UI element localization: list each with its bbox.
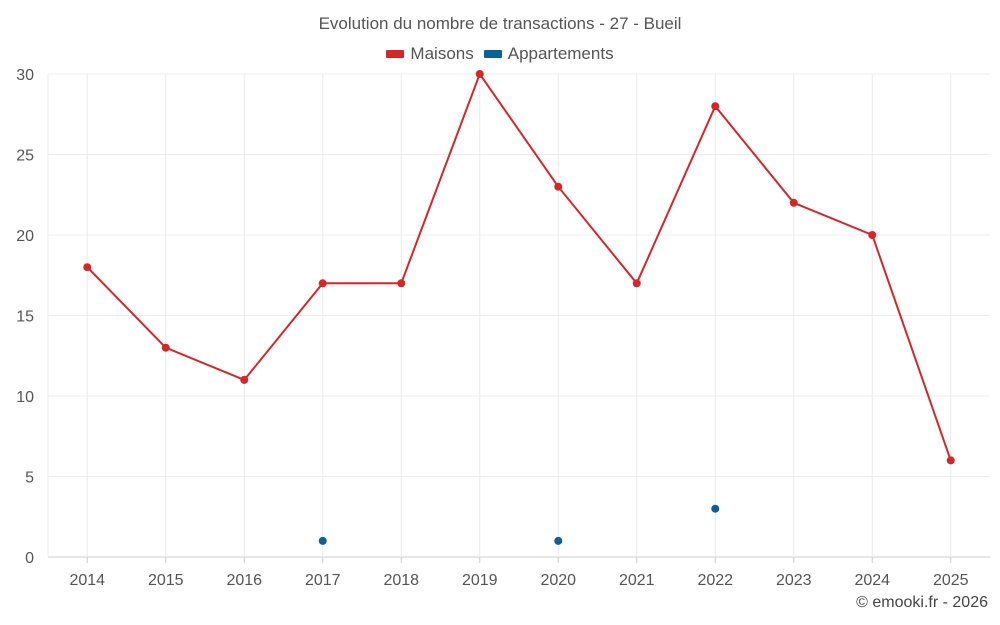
data-point-maisons	[318, 279, 327, 288]
legend-swatch-appartements	[483, 50, 502, 58]
x-tick-label: 2023	[776, 572, 812, 589]
legend-item-maisons[interactable]: Maisons	[386, 44, 474, 64]
x-tick-label: 2024	[854, 572, 890, 589]
data-point-maisons	[397, 279, 406, 288]
x-tick-label: 2020	[540, 572, 576, 589]
data-point-appartements	[554, 536, 563, 545]
chart-legend: Maisons Appartements	[0, 44, 1000, 64]
y-tick-label: 15	[16, 309, 34, 326]
y-tick-label: 20	[16, 228, 34, 245]
y-tick-label: 25	[16, 148, 34, 165]
data-point-maisons	[711, 102, 720, 111]
data-point-maisons	[83, 263, 92, 272]
y-tick-label: 10	[16, 389, 34, 406]
series-line-maisons	[86, 71, 952, 461]
data-point-maisons	[475, 70, 484, 78]
x-tick-label: 2022	[697, 572, 733, 589]
data-point-maisons	[868, 231, 877, 239]
legend-swatch-maisons	[386, 50, 405, 58]
legend-label-maisons: Maisons	[410, 44, 474, 63]
x-tick-label: 2015	[148, 572, 184, 589]
legend-label-appartements: Appartements	[507, 44, 614, 63]
data-point-maisons	[789, 198, 798, 207]
x-tick-label: 2014	[69, 572, 105, 589]
x-tick-label: 2016	[226, 572, 262, 589]
y-tick-label: 5	[25, 470, 34, 487]
y-tick-label: 0	[25, 550, 34, 567]
x-tick-label: 2018	[383, 572, 419, 589]
x-tick-label: 2019	[462, 572, 498, 589]
data-point-appartements	[711, 504, 720, 513]
x-tick-label: 2021	[619, 572, 655, 589]
x-tick-label: 2017	[305, 572, 341, 589]
credit-text: © emooki.fr - 2026	[856, 594, 988, 611]
x-tick-label: 2025	[933, 572, 969, 589]
data-point-maisons	[632, 279, 641, 288]
chart-title: Evolution du nombre de transactions - 27…	[318, 14, 682, 33]
data-point-appartements	[318, 536, 327, 545]
data-point-maisons	[554, 182, 563, 191]
data-point-maisons	[240, 375, 249, 384]
data-point-maisons	[161, 343, 170, 352]
data-point-maisons	[946, 456, 955, 465]
legend-item-appartements[interactable]: Appartements	[483, 44, 614, 64]
y-tick-label: 30	[16, 67, 34, 84]
